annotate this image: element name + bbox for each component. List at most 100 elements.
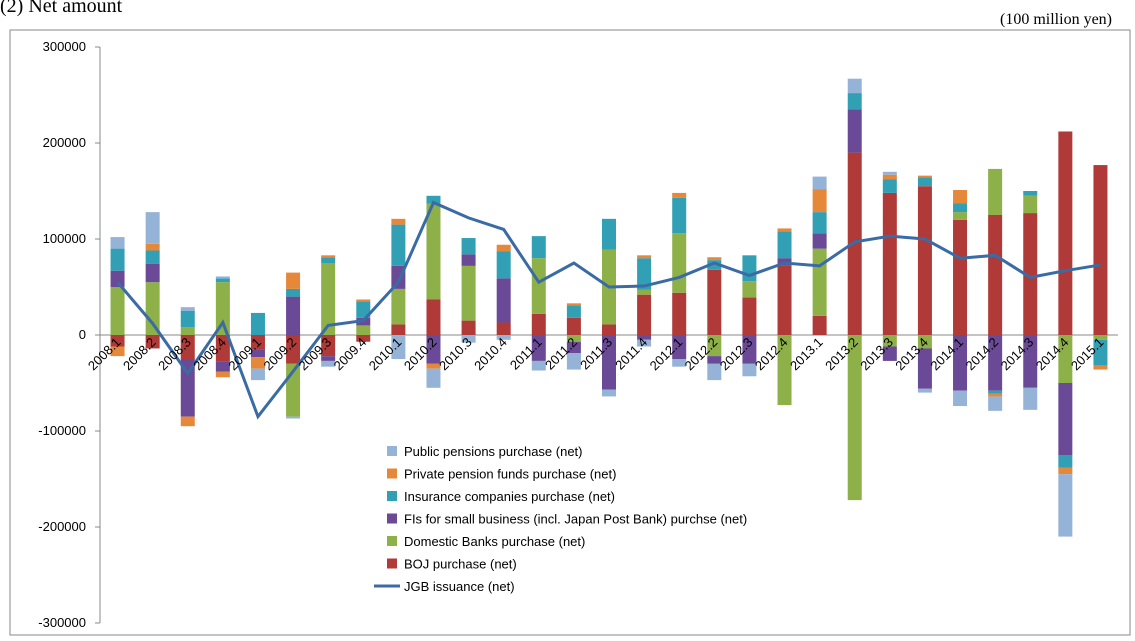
bar-segment: [145, 250, 160, 264]
bar-segment: [461, 238, 476, 255]
bar-segment: [391, 288, 406, 325]
bar-segment: [250, 335, 265, 350]
bar-segment: [1058, 474, 1073, 537]
bar-segment: [145, 263, 160, 283]
legend-label: JGB issuance (net): [404, 579, 515, 594]
bar-segment: [1058, 335, 1073, 383]
bar-segment: [426, 299, 441, 335]
bar-segment: [812, 233, 827, 249]
bar-segment: [461, 335, 476, 343]
legend-swatch: [387, 558, 397, 569]
bar-segment: [1023, 191, 1038, 196]
bar-segment: [882, 192, 897, 335]
bar-segment: [707, 260, 722, 270]
bar-segment: [1023, 213, 1038, 335]
bar-segment: [777, 265, 792, 335]
bar-segment: [461, 265, 476, 321]
bar-segment: [1058, 383, 1073, 455]
bar-segment: [145, 212, 160, 244]
bar-segment: [250, 368, 265, 381]
bar-segment: [917, 175, 932, 178]
bar-segment: [917, 335, 932, 349]
bar-segment: [110, 346, 125, 357]
bar-segment: [286, 416, 301, 419]
chart-title: (2) Net amount: [0, 0, 123, 17]
bar-segment: [461, 254, 476, 266]
bar-segment: [847, 109, 862, 153]
bar-segment: [215, 371, 230, 378]
bar-segment: [672, 335, 687, 359]
bar-segment: [672, 292, 687, 335]
bar-segment: [882, 171, 897, 175]
bar-segment: [110, 248, 125, 271]
bar-segment: [637, 335, 652, 340]
bar-segment: [110, 287, 125, 335]
legend-label: Insurance companies purchase (net): [404, 489, 615, 504]
bar-segment: [847, 335, 862, 501]
bar-segment: [742, 281, 757, 298]
bar-segment: [180, 307, 195, 311]
bar-segment: [847, 78, 862, 94]
bar-segment: [917, 177, 932, 187]
bar-segment: [180, 359, 195, 417]
bar-segment: [707, 257, 722, 261]
bar-segment: [391, 324, 406, 335]
bar-segment: [707, 363, 722, 381]
bar-segment: [707, 335, 722, 357]
bar-segment: [391, 224, 406, 266]
bar-segment: [953, 212, 968, 220]
bar-segment: [742, 335, 757, 364]
x-tick-label: 2008.2: [120, 335, 159, 374]
bar-segment: [707, 269, 722, 335]
legend-swatch: [387, 468, 397, 479]
bar-segment: [602, 389, 616, 397]
bar-segment: [672, 197, 687, 234]
bar-segment: [1093, 165, 1108, 335]
line-series: [116, 200, 1101, 420]
legend-label: BOJ purchase (net): [404, 557, 517, 572]
legend-label: Domestic Banks purchase (net): [404, 534, 585, 549]
bar-segment: [461, 320, 476, 335]
bar-segment: [882, 335, 897, 347]
bar-segment: [531, 313, 546, 335]
bar-segment: [426, 195, 441, 204]
bar-segment: [566, 317, 581, 335]
bar-segment: [110, 237, 125, 249]
bar-segment: [637, 289, 652, 295]
bar-segment: [356, 325, 371, 335]
bar-segment: [426, 363, 441, 369]
bar-segment: [180, 416, 195, 427]
bar-segment: [882, 179, 897, 193]
bar-segment: [496, 335, 511, 340]
bar-segment: [321, 255, 336, 258]
bar-segment: [426, 335, 441, 364]
bar-segment: [566, 335, 581, 342]
bar-segment: [1058, 467, 1073, 475]
bar-segment: [531, 258, 546, 314]
bar-segment: [1058, 455, 1073, 468]
bar-segment: [847, 152, 862, 335]
bar-segment: [1023, 335, 1038, 388]
bar-segment: [1093, 335, 1108, 340]
y-tick-label: 200000: [43, 135, 86, 150]
chart-frame: [9, 29, 1131, 636]
bar-segment: [812, 189, 827, 213]
legend-label: Public pensions purchase (net): [404, 444, 583, 459]
bar-segment: [637, 258, 652, 290]
bar-segment: [180, 335, 195, 359]
bar-segment: [496, 244, 511, 252]
legend-swatch: [387, 446, 397, 456]
bar-segment: [988, 396, 1003, 411]
bar-segment: [496, 322, 511, 335]
bar-segment: [215, 361, 230, 372]
bar-segment: [953, 203, 968, 213]
bar-segment: [286, 288, 301, 297]
bar-segment: [1093, 339, 1108, 366]
bar-segment: [672, 192, 687, 198]
bar-segment: [321, 356, 336, 361]
bar-segment: [812, 176, 827, 190]
bar-segment: [777, 228, 792, 232]
bar-segment: [215, 278, 230, 283]
bar-segment: [321, 257, 336, 263]
